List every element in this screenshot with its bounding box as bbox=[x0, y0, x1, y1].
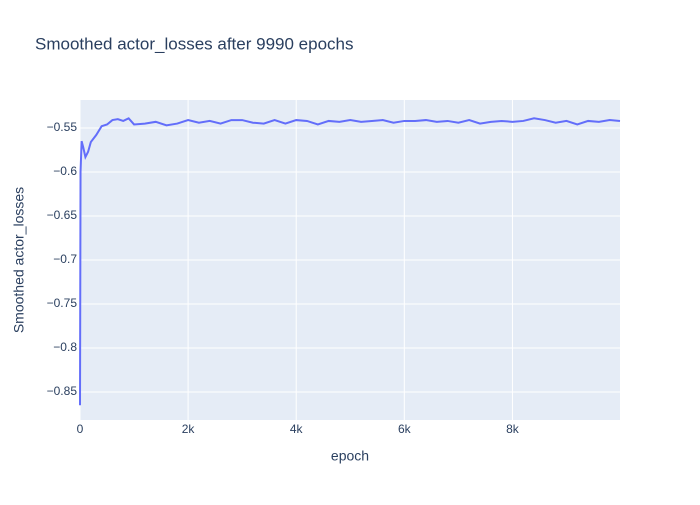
y-axis-title: Smoothed actor_losses bbox=[11, 187, 27, 333]
y-tick-label: −0.8 bbox=[53, 340, 77, 354]
y-tick-label: −0.65 bbox=[47, 208, 78, 222]
y-tick-label: −0.7 bbox=[53, 252, 77, 266]
line bbox=[79, 117, 621, 406]
y-tick-label: −0.6 bbox=[53, 164, 77, 178]
x-tick-label: 2k bbox=[182, 422, 196, 436]
y-tick-label: −0.85 bbox=[47, 384, 78, 398]
x-tick-label: 8k bbox=[506, 422, 520, 436]
x-tick-label: 6k bbox=[398, 422, 412, 436]
x-tick-label: 4k bbox=[290, 422, 304, 436]
x-tick-label: 0 bbox=[77, 422, 84, 436]
y-tick-label: −0.75 bbox=[47, 296, 78, 310]
chart-title: Smoothed actor_losses after 9990 epochs bbox=[35, 34, 353, 53]
x-axis-title: epoch bbox=[331, 448, 369, 464]
y-tick-label: −0.55 bbox=[47, 120, 78, 134]
